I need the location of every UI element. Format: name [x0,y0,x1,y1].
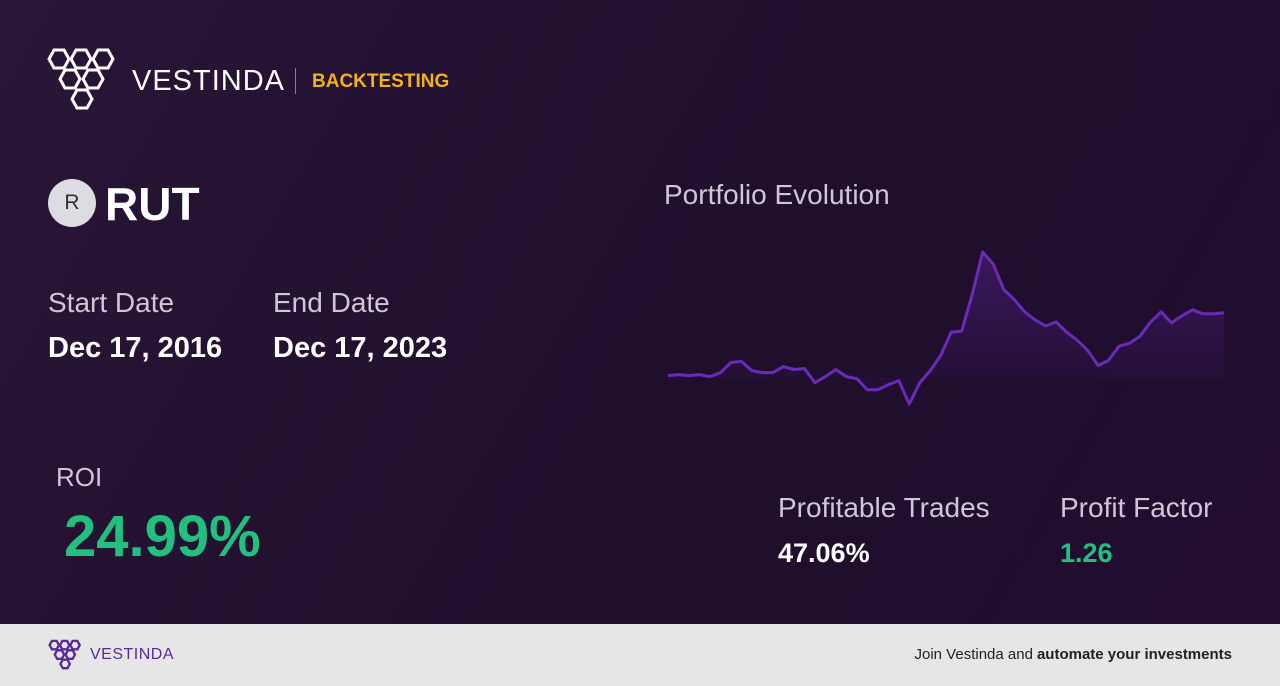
trades: 47.06% [778,538,870,568]
start-label: Start Date [48,287,175,318]
factor: 1.26 [1060,538,1113,568]
badge [48,179,96,227]
brand: VESTINDA [132,65,286,97]
ticker: RUT [105,178,200,230]
roi-label: ROI [56,462,103,492]
end-label: End Date [273,287,390,318]
start-date: Dec 17, 2016 [48,332,223,364]
footer: VESTINDA Join Vestinda and automate your … [0,624,1280,686]
roi: 24.99% [64,504,261,569]
line [667,250,1225,406]
end-date: Dec 17, 2023 [273,332,448,364]
line-area [668,252,1224,404]
logo-icon [47,48,115,110]
footer-text: Join Vestinda and [914,646,1033,663]
trades-label: Profitable Trades [778,492,990,523]
chart-title: Portfolio Evolution [664,179,890,210]
footer-cta: Join Vestinda and automate your investmen… [915,647,1233,662]
factor-label: Profit Factor [1060,492,1213,523]
badge-letter: R [64,191,80,214]
footer-logo-icon [48,639,82,670]
chart [667,250,1225,406]
footer-brand: VESTINDA [90,646,175,663]
footer-emphasis: automate your investments [1036,646,1232,663]
divider [295,68,296,94]
section: BACKTESTING [312,71,450,92]
